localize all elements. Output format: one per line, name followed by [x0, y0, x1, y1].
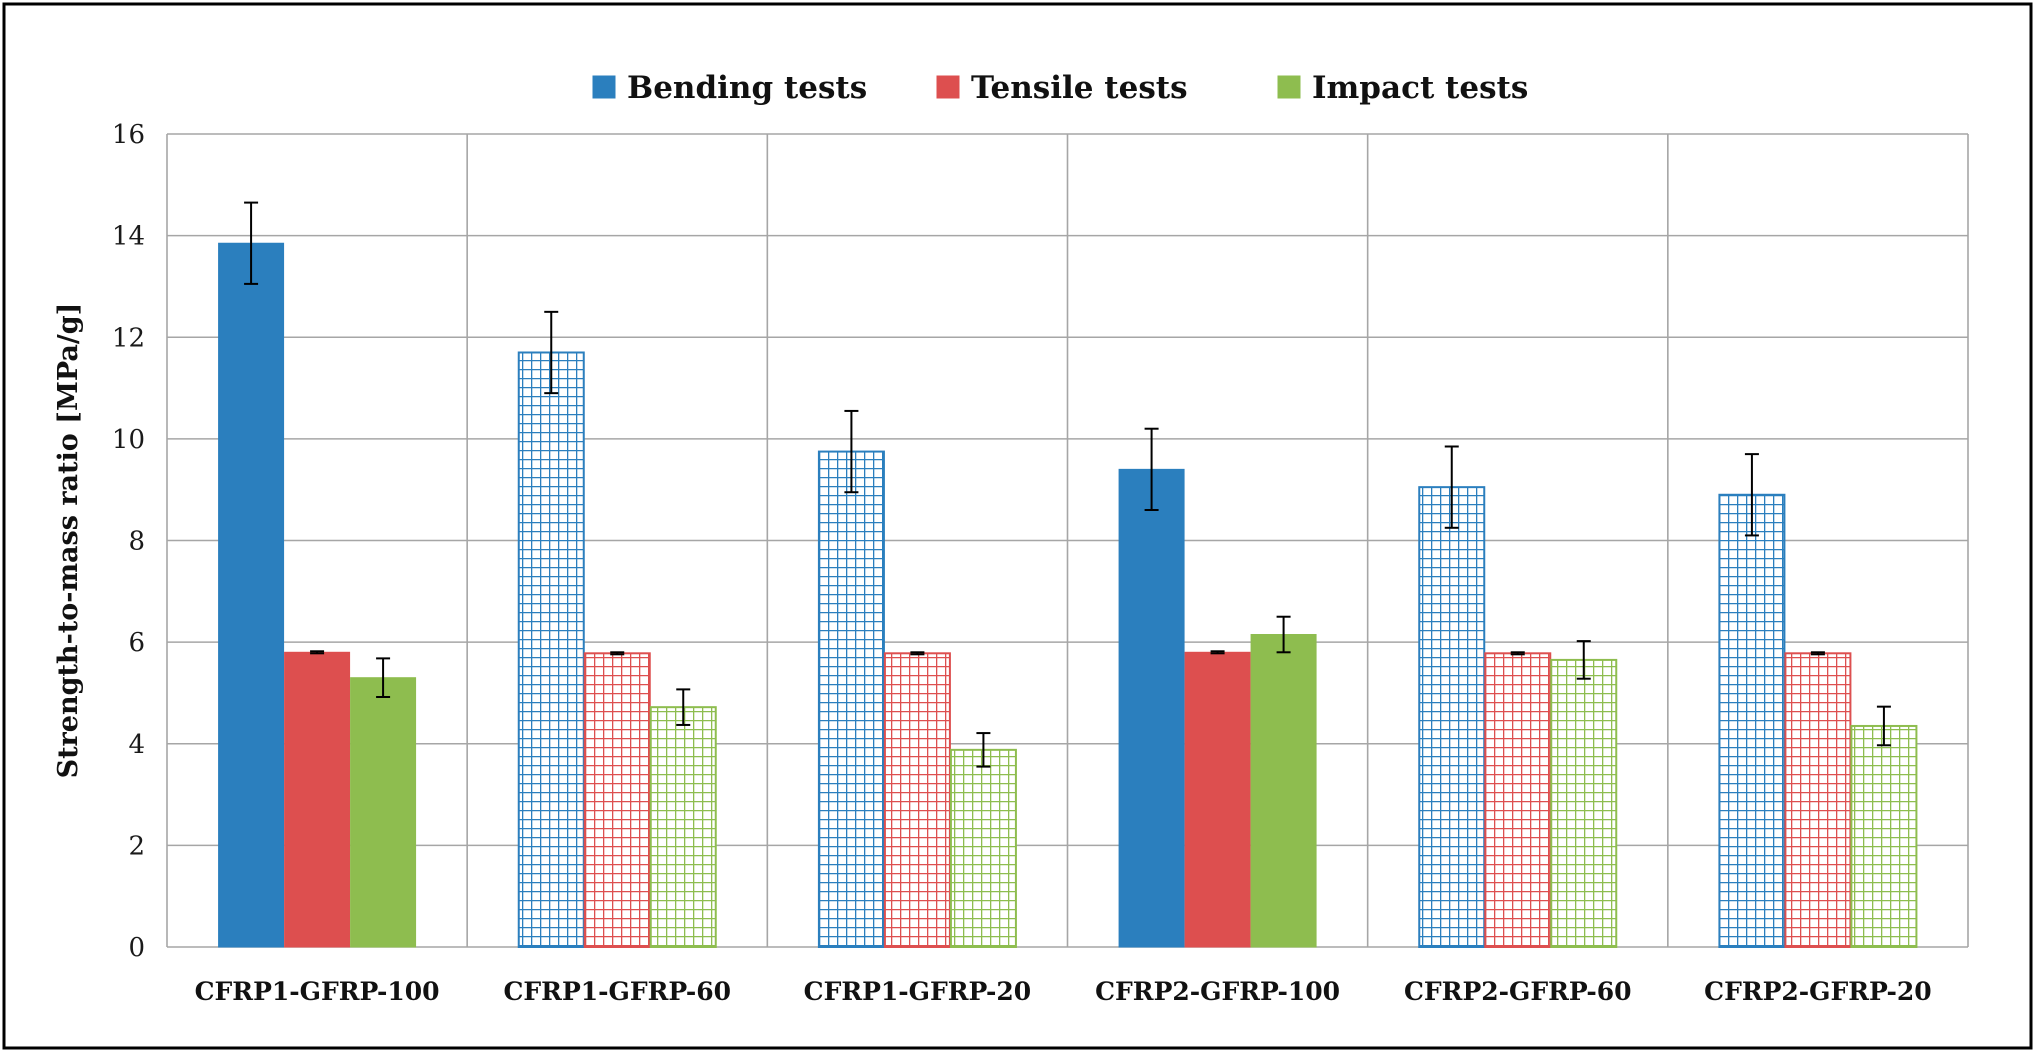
- bar-bending: [1718, 493, 1786, 948]
- y-tick-label: 0: [128, 933, 145, 963]
- legend-swatch: [1277, 75, 1301, 99]
- x-tick-label: CFRP1-GFRP-20: [804, 977, 1031, 1006]
- bar-tensile: [883, 652, 951, 949]
- y-tick-label: 6: [128, 628, 145, 658]
- x-tick-label: CFRP1-GFRP-60: [504, 977, 731, 1006]
- bar-bending: [218, 242, 285, 948]
- bar-impact: [1550, 658, 1618, 948]
- bar-bending: [1418, 486, 1486, 948]
- bar-bending: [817, 450, 885, 948]
- bar-tensile: [1184, 651, 1251, 948]
- legend-swatch: [592, 75, 616, 99]
- legend-label: Bending tests: [627, 70, 867, 106]
- legend-label: Impact tests: [1312, 70, 1528, 106]
- bar-impact: [649, 706, 717, 948]
- bar-tensile: [1784, 652, 1852, 949]
- x-tick-label: CFRP2-GFRP-100: [1095, 977, 1340, 1006]
- bar-impact: [350, 677, 417, 948]
- y-tick-label: 8: [128, 527, 145, 557]
- bar-impact: [1250, 634, 1317, 948]
- y-tick-label: 10: [112, 425, 145, 455]
- bar-bending: [517, 351, 585, 948]
- y-axis-title: Strength-to-mass ratio [MPa/g]: [53, 303, 84, 779]
- x-tick-label: CFRP2-GFRP-20: [1704, 977, 1931, 1006]
- legend-label: Tensile tests: [971, 70, 1188, 106]
- bar-tensile: [1484, 652, 1552, 949]
- x-tick-label: CFRP1-GFRP-100: [195, 977, 440, 1006]
- y-tick-label: 2: [128, 831, 145, 861]
- bar-impact: [1850, 724, 1918, 949]
- y-tick-label: 12: [112, 323, 145, 353]
- y-tick-label: 16: [112, 120, 145, 150]
- bar-impact: [949, 748, 1017, 948]
- y-tick-label: 14: [112, 222, 145, 252]
- bar-bending: [1118, 468, 1185, 948]
- bar-tensile: [583, 652, 651, 949]
- legend-swatch: [936, 75, 960, 99]
- bar-tensile: [284, 651, 351, 948]
- y-tick-label: 4: [128, 730, 145, 760]
- x-tick-label: CFRP2-GFRP-60: [1404, 977, 1631, 1006]
